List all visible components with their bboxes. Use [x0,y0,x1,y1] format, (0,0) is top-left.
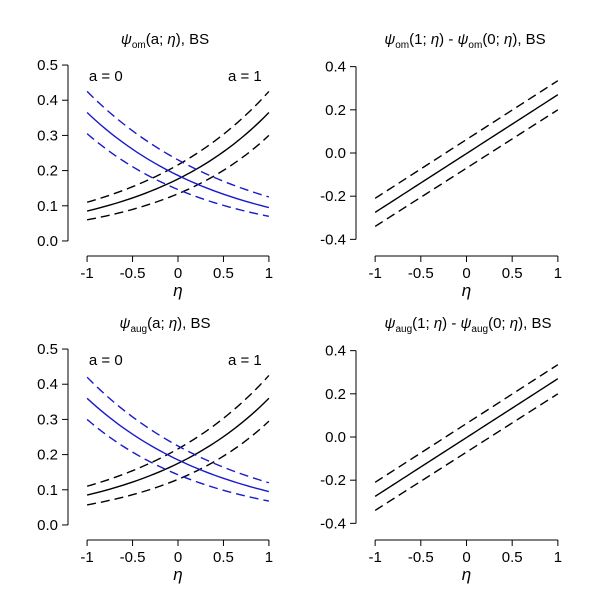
annotation-label: a = 0 [89,352,123,369]
x-tick-label: -0.5 [120,265,146,282]
series-line-a-1-estimate [86,397,270,496]
x-tick-label: 1 [554,265,562,282]
y-tick-label: -0.2 [320,188,346,205]
y-tick-label: 0.4 [37,376,58,393]
y-tick-label: 0.2 [37,447,58,464]
series-line-a-1-estimate [86,112,270,212]
x-axis-label: η [462,565,471,584]
series-line-difference-lower [374,109,559,227]
panel-title: ψom(1; η) - ψom(0; η), BS [384,31,545,51]
y-tick-label: 0.1 [37,198,58,215]
x-tick-label: 1 [265,265,273,282]
series-line-difference-upper [374,80,559,199]
panel-om-by-arm: ψom(a; η), BS 0.0 0.1 0.2 0.3 0.4 0.5 -1 -0.5 0 0… [37,31,273,300]
y-tick-label: 0.0 [37,517,58,534]
y-tick-label: 0.4 [37,92,58,109]
series-line-difference-lower [374,393,559,511]
x-tick-label: 0 [462,549,470,566]
x-tick-label: -0.5 [120,549,146,566]
panel-title: ψom(a; η), BS [121,31,209,51]
x-tick-label: 1 [554,549,562,566]
annotation-label: a = 1 [228,68,262,85]
series-line-a-0-upper [86,90,270,198]
x-tick-label: -1 [80,265,93,282]
y-tick-label: 0.2 [325,102,346,119]
y-tick-label: 0.0 [37,233,58,250]
y-tick-label: 0.4 [325,343,346,360]
x-axis-label: η [462,281,471,300]
y-tick-label: 0.1 [37,482,58,499]
y-tick-label: 0.2 [325,386,346,403]
annotation-label: a = 0 [89,68,123,85]
y-tick-label: 0.0 [325,429,346,446]
x-axis-label: η [173,565,182,584]
series-line-a-0-lower [86,133,270,218]
series-line-a-1-upper [86,374,270,487]
y-tick-label: -0.4 [320,231,346,248]
panel-title: ψaug(1; η) - ψaug(0; η), BS [385,315,552,335]
y-tick-label: 0.3 [37,411,58,428]
panel-title: ψaug(a; η), BS [120,315,211,335]
series-line-a-0-upper [86,376,270,484]
y-tick-label: -0.4 [320,515,346,532]
series-line-a-0-estimate [86,397,270,493]
panel-om-difference: ψom(1; η) - ψom(0; η), BS -0.4 -0.2 0.0 0.2… [320,31,562,300]
x-tick-label: -1 [80,549,93,566]
x-tick-label: 0.5 [502,265,523,282]
x-tick-label: 0 [174,265,182,282]
x-tick-label: -0.5 [408,549,434,566]
y-tick-label: 0.3 [37,127,58,144]
series-line-a-1-upper [86,90,270,203]
x-tick-label: -1 [368,549,381,566]
panel-aug-by-arm: ψaug(a; η), BS 0.0 0.1 0.2 0.3 0.4 0.5 -1 -0.5 0… [37,315,273,584]
x-tick-label: -1 [368,265,381,282]
panel-aug-difference: ψaug(1; η) - ψaug(0; η), BS -0.4 -0.2 0.0 0… [320,315,562,584]
x-tick-label: -0.5 [408,265,434,282]
y-tick-label: 0.4 [325,59,346,76]
x-axis-label: η [173,281,182,300]
series-line-difference-estimate [374,94,559,213]
x-tick-label: 0.5 [502,549,523,566]
y-tick-label: 0.5 [37,57,58,74]
y-tick-label: -0.2 [320,472,346,489]
x-tick-label: 1 [265,549,273,566]
x-tick-label: 0 [174,549,182,566]
y-tick-label: 0.2 [37,163,58,180]
series-line-difference-estimate [374,378,559,497]
y-tick-label: 0.0 [325,145,346,162]
x-tick-label: 0.5 [213,549,234,566]
series-line-difference-upper [374,364,559,483]
y-tick-label: 0.5 [37,341,58,358]
series-line-a-1-lower [86,420,270,506]
annotation-label: a = 1 [228,352,262,369]
x-tick-label: 0 [462,265,470,282]
series-line-a-0-estimate [86,112,270,209]
x-tick-label: 0.5 [213,265,234,282]
series-line-a-0-lower [86,418,270,502]
series-line-a-1-lower [86,134,270,221]
